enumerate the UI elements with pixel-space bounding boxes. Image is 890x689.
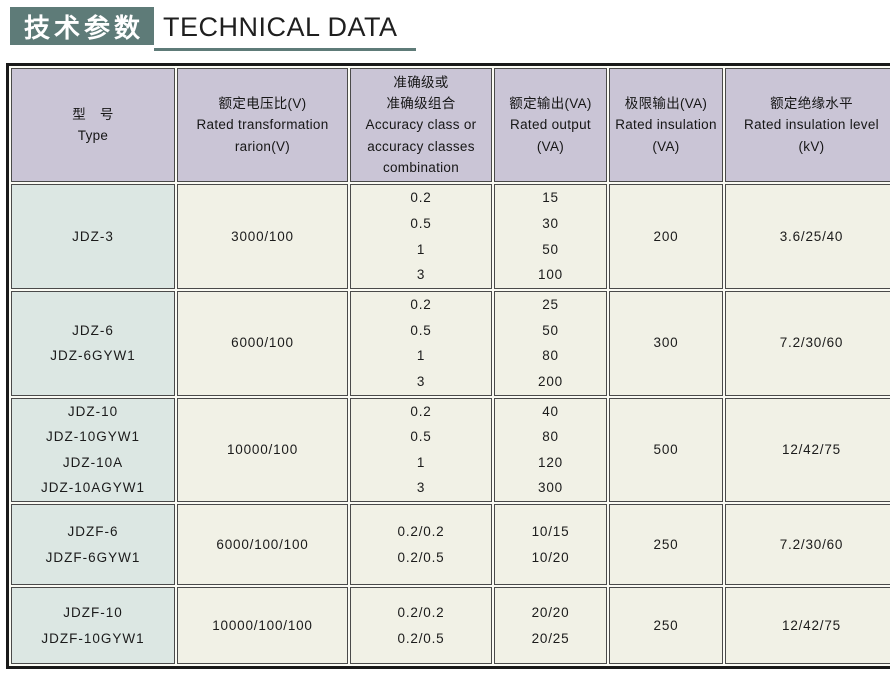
accuracy-cell: 0.2 0.5 1 3 (350, 397, 492, 503)
type-cell: JDZ-10 JDZ-10GYW1 JDZ-10A JDZ-10AGYW1 (11, 397, 175, 503)
type-cell: JDZF-6 JDZF-6GYW1 (11, 504, 175, 586)
section-title-zh: 技术参数 (10, 7, 155, 45)
col-header-accuracy: 准确级或 准确级组合 Accuracy class or accuracy cl… (350, 68, 492, 182)
insulation-level-cell: 7.2/30/60 (725, 504, 890, 586)
accuracy-cell: 0.2/0.2 0.2/0.5 (350, 587, 492, 665)
insulation-level-cell: 12/42/75 (725, 587, 890, 665)
ratio-cell: 6000/100 (177, 291, 348, 396)
insulation-level-cell: 12/42/75 (725, 397, 890, 503)
ratio-cell: 3000/100 (177, 184, 348, 289)
header-row: 型 号 Type 额定电压比(V) Rated transformation r… (11, 68, 890, 182)
table-row: JDZF-10 JDZF-10GYW1 10000/100/100 0.2/0.… (11, 587, 890, 665)
insulation-level-cell: 7.2/30/60 (725, 291, 890, 396)
table-row: JDZ-3 3000/100 0.2 0.5 1 3 15 30 50 100 … (11, 184, 890, 289)
accuracy-cell: 0.2 0.5 1 3 (350, 184, 492, 289)
type-cell: JDZF-10 JDZF-10GYW1 (11, 587, 175, 665)
technical-data-table: 型 号 Type 额定电压比(V) Rated transformation r… (6, 63, 890, 670)
accuracy-cell: 0.2 0.5 1 3 (350, 291, 492, 396)
accuracy-cell: 0.2/0.2 0.2/0.5 (350, 504, 492, 586)
col-header-insulation-level: 额定绝缘水平 Rated insulation level (kV) (725, 68, 890, 182)
col-header-ratio: 额定电压比(V) Rated transformation rarion(V) (177, 68, 348, 182)
section-title-underline: TECHNICAL DATA (154, 7, 416, 51)
col-header-rated-output: 额定输出(VA) Rated output (VA) (494, 68, 607, 182)
rated-output-cell: 15 30 50 100 (494, 184, 607, 289)
rated-output-cell: 25 50 80 200 (494, 291, 607, 396)
limit-output-cell: 250 (609, 587, 723, 665)
ratio-cell: 10000/100 (177, 397, 348, 503)
limit-output-cell: 250 (609, 504, 723, 586)
limit-output-cell: 300 (609, 291, 723, 396)
rated-output-cell: 10/15 10/20 (494, 504, 607, 586)
section-title-en: TECHNICAL DATA (163, 12, 398, 42)
table-row: JDZF-6 JDZF-6GYW1 6000/100/100 0.2/0.2 0… (11, 504, 890, 586)
insulation-level-cell: 3.6/25/40 (725, 184, 890, 289)
ratio-cell: 6000/100/100 (177, 504, 348, 586)
type-cell: JDZ-3 (11, 184, 175, 289)
table-row: JDZ-10 JDZ-10GYW1 JDZ-10A JDZ-10AGYW1 10… (11, 397, 890, 503)
limit-output-cell: 500 (609, 397, 723, 503)
col-header-type: 型 号 Type (11, 68, 175, 182)
catalog-page: 技术参数 TECHNICAL DATA 型 号 Type 额定电压比(V) Ra… (0, 7, 890, 689)
page-header: 技术参数 TECHNICAL DATA (10, 7, 890, 51)
rated-output-cell: 40 80 120 300 (494, 397, 607, 503)
table-row: JDZ-6 JDZ-6GYW1 6000/100 0.2 0.5 1 3 25 … (11, 291, 890, 396)
col-header-limit-output: 极限输出(VA) Rated insulation (VA) (609, 68, 723, 182)
type-cell: JDZ-6 JDZ-6GYW1 (11, 291, 175, 396)
rated-output-cell: 20/20 20/25 (494, 587, 607, 665)
limit-output-cell: 200 (609, 184, 723, 289)
ratio-cell: 10000/100/100 (177, 587, 348, 665)
